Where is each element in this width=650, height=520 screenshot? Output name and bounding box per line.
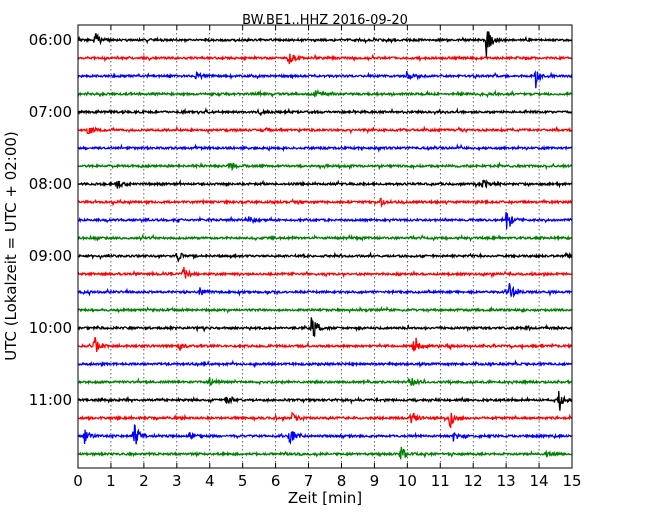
trace-line <box>77 317 573 337</box>
trace-line <box>77 377 573 387</box>
trace-line <box>77 446 573 460</box>
x-tick-label: 11 <box>431 472 450 490</box>
trace-line <box>77 423 573 446</box>
x-tick-label: 14 <box>530 472 549 490</box>
y-tick-label: 11:00 <box>29 391 72 409</box>
y-tick-label: 06:00 <box>29 31 72 49</box>
trace-line <box>77 53 573 65</box>
trace-line <box>77 107 573 116</box>
x-tick-label: 10 <box>398 472 417 490</box>
trace-line <box>77 251 573 263</box>
trace-line <box>77 143 573 153</box>
trace-line <box>77 266 573 279</box>
plot-frame <box>77 24 573 469</box>
trace-line <box>77 390 573 411</box>
trace-line <box>77 178 573 189</box>
x-tick-label: 8 <box>337 472 347 490</box>
trace-line <box>77 233 572 243</box>
x-tick-label: 6 <box>271 472 281 490</box>
trace-line <box>77 31 573 58</box>
x-tick-label: 12 <box>464 472 483 490</box>
trace-line <box>77 411 573 428</box>
trace-line <box>77 197 573 209</box>
x-tick-label: 13 <box>497 472 516 490</box>
x-tick-label: 15 <box>562 472 581 490</box>
trace-line <box>77 125 573 135</box>
trace-line <box>77 336 573 353</box>
y-tick-label: 07:00 <box>29 103 72 121</box>
chart-title: BW.BE1..HHZ 2016-09-20 <box>242 13 408 28</box>
trace-line <box>77 161 573 172</box>
x-axis: 0 1 2 3 4 5 6 7 8 9 10 11 12 13 14 15 <box>73 25 582 490</box>
x-tick-label: 5 <box>238 472 248 490</box>
y-tick-label: 09:00 <box>29 247 72 265</box>
y-axis-label: UTC (Lokalzeit = UTC + 02:00) <box>2 131 20 361</box>
vertical-grid <box>110 25 540 468</box>
x-tick-label: 2 <box>139 472 149 490</box>
x-tick-label: 3 <box>172 472 182 490</box>
y-tick-label: 08:00 <box>29 175 72 193</box>
trace-line <box>77 359 573 369</box>
trace-line <box>77 70 573 89</box>
trace-line <box>77 283 573 299</box>
trace-line <box>77 212 573 230</box>
x-axis-label: Zeit [min] <box>288 489 362 507</box>
x-tick-label: 9 <box>370 472 380 490</box>
x-tick-label: 0 <box>73 472 83 490</box>
trace-line <box>77 305 573 314</box>
x-tick-label: 1 <box>106 472 116 490</box>
trace-line <box>77 88 573 99</box>
y-axis: 06:00 07:00 08:00 09:00 10:00 11:00 <box>29 31 572 409</box>
trace-group <box>77 31 573 460</box>
x-tick-label: 7 <box>304 472 314 490</box>
y-tick-label: 10:00 <box>29 319 72 337</box>
x-tick-label: 4 <box>205 472 215 490</box>
